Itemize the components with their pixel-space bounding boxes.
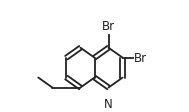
Text: N: N xyxy=(104,97,113,110)
Text: Br: Br xyxy=(102,20,115,33)
Text: Br: Br xyxy=(134,52,147,65)
